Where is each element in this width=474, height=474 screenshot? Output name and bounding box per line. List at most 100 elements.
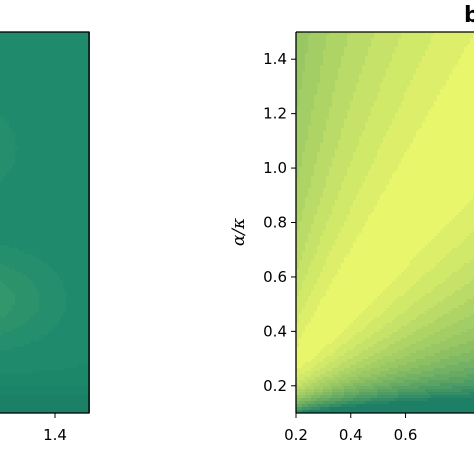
- heat-cell: [66, 101, 70, 105]
- heat-cell: [392, 35, 396, 39]
- heat-cell: [63, 290, 67, 294]
- heat-cell: [45, 200, 49, 204]
- heat-cell: [51, 92, 55, 96]
- heat-cell: [12, 383, 16, 387]
- heat-cell: [72, 50, 76, 54]
- heat-cell: [33, 74, 37, 78]
- heat-cell: [12, 254, 16, 258]
- heat-cell: [81, 239, 85, 243]
- heat-cell: [18, 200, 22, 204]
- heat-cell: [12, 170, 16, 174]
- heat-cell: [3, 380, 7, 384]
- heat-cell: [27, 68, 31, 72]
- heat-cell: [63, 266, 67, 270]
- heat-cell: [386, 53, 390, 57]
- heat-cell: [78, 224, 82, 228]
- heat-cell: [66, 281, 70, 285]
- heat-cell: [18, 170, 22, 174]
- heat-cell: [81, 365, 85, 369]
- heat-cell: [21, 95, 25, 99]
- heat-cell: [21, 182, 25, 186]
- heat-cell: [9, 356, 13, 360]
- heat-cell: [75, 47, 79, 51]
- heat-cell: [75, 119, 79, 123]
- heat-cell: [6, 74, 10, 78]
- heat-cell: [84, 359, 88, 363]
- heat-cell: [18, 386, 22, 390]
- heat-cell: [470, 38, 474, 42]
- heat-cell: [63, 32, 67, 36]
- heat-cell: [455, 32, 459, 36]
- heat-cell: [51, 146, 55, 150]
- heat-cell: [36, 161, 40, 165]
- heat-cell: [57, 410, 61, 413]
- heat-cell: [371, 77, 375, 81]
- heat-cell: [18, 125, 22, 129]
- heat-cell: [18, 257, 22, 261]
- heat-cell: [72, 260, 76, 264]
- heat-cell: [42, 35, 46, 39]
- heat-cell: [66, 185, 70, 189]
- heat-cell: [428, 62, 432, 66]
- heat-cell: [30, 155, 34, 159]
- heat-cell: [383, 38, 387, 42]
- heat-cell: [33, 308, 37, 312]
- heat-cell: [84, 377, 88, 381]
- heat-cell: [60, 398, 64, 402]
- heat-cell: [12, 272, 16, 276]
- heat-cell: [66, 362, 70, 366]
- heat-cell: [3, 131, 7, 135]
- heat-cell: [63, 38, 67, 42]
- heat-cell: [45, 89, 49, 93]
- heat-cell: [27, 41, 31, 45]
- heat-cell: [24, 170, 28, 174]
- heat-cell: [66, 353, 70, 357]
- heat-cell: [389, 44, 393, 48]
- heat-cell: [362, 32, 366, 36]
- heat-cell: [383, 77, 387, 81]
- heat-cell: [69, 167, 73, 171]
- heat-cell: [428, 80, 432, 84]
- heat-cell: [57, 308, 61, 312]
- heat-cell: [30, 188, 34, 192]
- heat-cell: [299, 44, 303, 48]
- heat-cell: [60, 221, 64, 225]
- heat-cell: [3, 71, 7, 75]
- heat-cell: [428, 44, 432, 48]
- heat-cell: [36, 233, 40, 237]
- heat-cell: [365, 35, 369, 39]
- heat-cell: [356, 71, 360, 75]
- heat-cell: [78, 395, 82, 399]
- heat-cell: [39, 191, 43, 195]
- heat-cell: [84, 251, 88, 255]
- heat-cell: [410, 68, 414, 72]
- heat-cell: [359, 59, 363, 63]
- heat-cell: [0, 197, 4, 201]
- heat-cell: [401, 86, 405, 90]
- heat-cell: [36, 308, 40, 312]
- heat-cell: [9, 311, 13, 315]
- heat-cell: [51, 410, 55, 413]
- heat-cell: [45, 332, 49, 336]
- heat-cell: [21, 32, 25, 36]
- heat-cell: [422, 35, 426, 39]
- heat-cell: [6, 281, 10, 285]
- heat-cell: [63, 299, 67, 303]
- heat-cell: [380, 83, 384, 87]
- heat-cell: [84, 326, 88, 330]
- heat-cell: [48, 215, 52, 219]
- heat-cell: [39, 98, 43, 102]
- heat-cell: [60, 170, 64, 174]
- heat-cell: [66, 134, 70, 138]
- heat-cell: [9, 308, 13, 312]
- heat-cell: [0, 128, 4, 132]
- heat-cell: [6, 305, 10, 309]
- heat-cell: [33, 305, 37, 309]
- heat-cell: [422, 53, 426, 57]
- heat-cell: [455, 59, 459, 63]
- heat-cell: [63, 89, 67, 93]
- heat-cell: [3, 251, 7, 255]
- heat-cell: [335, 50, 339, 54]
- heat-cell: [338, 86, 342, 90]
- heat-cell: [6, 284, 10, 288]
